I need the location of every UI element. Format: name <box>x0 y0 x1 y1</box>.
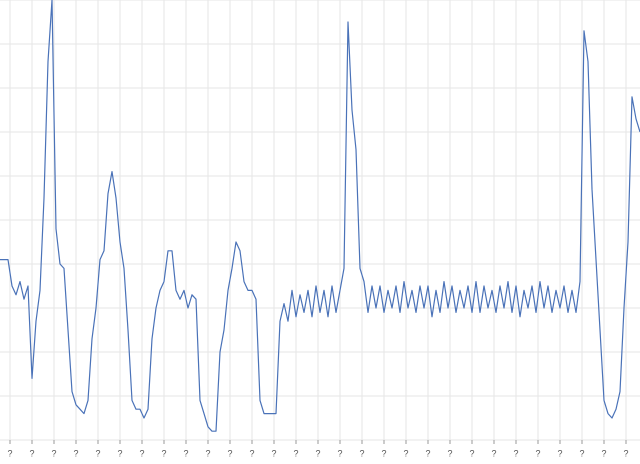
x-tick-label: ? <box>29 448 34 458</box>
x-tick-label: ? <box>425 448 430 458</box>
x-tick-label: ? <box>205 448 210 458</box>
x-tick-label: ? <box>513 448 518 458</box>
x-tick-label: ? <box>381 448 386 458</box>
x-tick-label: ? <box>95 448 100 458</box>
x-tick-label: ? <box>535 448 540 458</box>
x-tick-label: ? <box>491 448 496 458</box>
data-line <box>0 0 640 432</box>
x-tick-label: ? <box>315 448 320 458</box>
x-tick-label: ? <box>227 448 232 458</box>
x-tick-label: ? <box>73 448 78 458</box>
x-tick-label: ? <box>271 448 276 458</box>
x-tick-label: ? <box>249 448 254 458</box>
x-tick-label: ? <box>359 448 364 458</box>
x-tick-label: ? <box>7 448 12 458</box>
x-tick-label: ? <box>293 448 298 458</box>
x-tick-label: ? <box>51 448 56 458</box>
x-tick-label: ? <box>139 448 144 458</box>
x-tick-label: ? <box>557 448 562 458</box>
x-tick-label: ? <box>447 448 452 458</box>
x-tick-label: ? <box>601 448 606 458</box>
x-tick-label: ? <box>469 448 474 458</box>
x-tick-label: ? <box>117 448 122 458</box>
x-tick-label: ? <box>403 448 408 458</box>
x-tick-label: ? <box>183 448 188 458</box>
x-tick-label: ? <box>161 448 166 458</box>
x-tick-label: ? <box>579 448 584 458</box>
x-tick-label: ? <box>623 448 628 458</box>
x-tick-label: ? <box>337 448 342 458</box>
